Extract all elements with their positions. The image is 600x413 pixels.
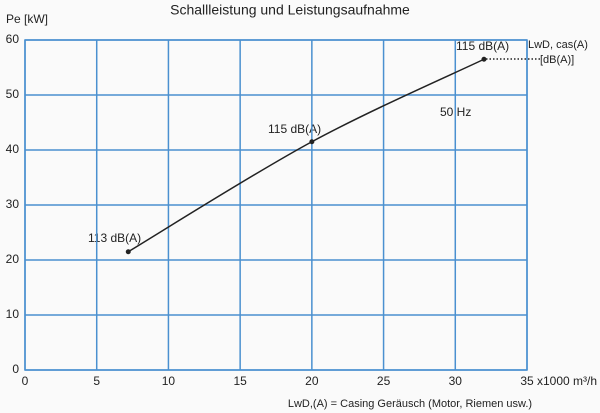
footnote: LwD,(A) = Casing Geräusch (Motor, Riemen…	[288, 398, 532, 410]
x-tick-label: 30	[449, 374, 463, 388]
y-axis-label: Pe [kW]	[6, 12, 48, 26]
annotation: LwD, cas(A)	[528, 39, 588, 51]
y-tick-label: 20	[6, 252, 20, 266]
y-tick-label: 0	[12, 362, 19, 376]
point	[481, 56, 487, 62]
x-axis-label: x1000 m³/h	[537, 374, 597, 388]
plot-frame	[24, 39, 528, 371]
y-tick-label: 60	[6, 32, 20, 46]
annotation: [dB(A)]	[540, 54, 574, 66]
x-tick-label: 35	[520, 374, 534, 388]
x-tick-label: 15	[233, 374, 247, 388]
y-tick-label: 10	[6, 307, 20, 321]
x-tick-label: 20	[305, 374, 319, 388]
point	[125, 249, 131, 255]
annotation: 113 dB(A)	[88, 231, 141, 245]
annotation: 115 dB(A)	[268, 122, 321, 136]
y-tick-label: 50	[6, 87, 20, 101]
point	[309, 139, 315, 145]
x-tick-label: 5	[93, 374, 100, 388]
chart-title: Schallleistung und Leistungsaufnahme	[170, 2, 410, 18]
y-tick-label: 30	[6, 197, 20, 211]
annotation: 115 dB(A)	[456, 39, 509, 53]
x-tick-label: 10	[162, 374, 176, 388]
line	[127, 58, 485, 253]
x-tick-label: 25	[377, 374, 391, 388]
y-tick-label: 40	[6, 142, 20, 156]
x-tick-label: 0	[22, 374, 29, 388]
